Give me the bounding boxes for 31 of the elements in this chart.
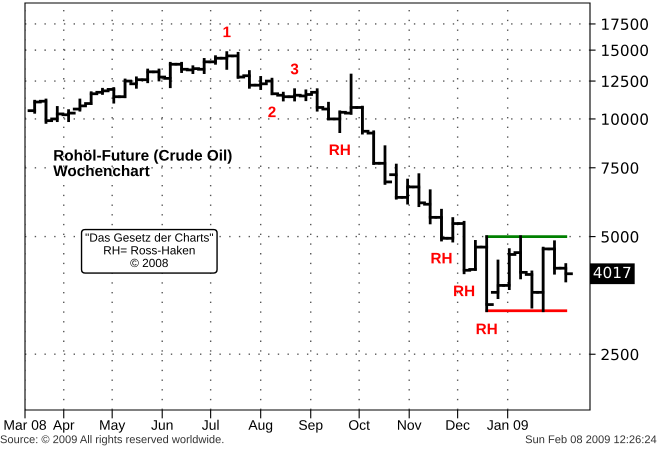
annotation: 4017 bbox=[594, 266, 630, 278]
x-tick-label: Mar 08 bbox=[4, 420, 46, 430]
y-tick-label: 2500 bbox=[602, 348, 638, 360]
x-tick-label: Nov bbox=[398, 420, 422, 430]
text: Rohöl-Future (Crude Oil) bbox=[54, 150, 232, 164]
x-tick-label: Jul bbox=[202, 420, 219, 430]
x-tick-label: Aug bbox=[248, 420, 272, 433]
annotation: 1 bbox=[224, 26, 231, 38]
annotation: 3 bbox=[290, 64, 298, 74]
annotation: RH bbox=[431, 252, 452, 264]
annotation: RH bbox=[476, 324, 497, 334]
text: Wochenchart bbox=[53, 164, 150, 176]
x-tick-label: May bbox=[100, 420, 126, 433]
annotation: 2 bbox=[268, 106, 276, 118]
y-tick-label: 12500 bbox=[602, 76, 648, 88]
x-tick-label: Jun bbox=[151, 420, 173, 430]
y-tick-label: 7500 bbox=[602, 162, 638, 174]
y-tick-label: 15000 bbox=[602, 44, 648, 56]
x-tick-label: Jan 09 bbox=[487, 420, 528, 430]
source-note: Source: © 2009 All rights reserved worldwide. bbox=[0, 435, 224, 446]
x-tick-label: Sep bbox=[299, 420, 323, 433]
annotation: RH bbox=[330, 144, 350, 156]
y-tick-label: 17500 bbox=[602, 18, 648, 30]
annotation: RH bbox=[454, 286, 474, 296]
x-tick-label: Dec bbox=[446, 420, 470, 430]
y-tick-label: 5000 bbox=[602, 231, 638, 243]
y-tick-label: 10000 bbox=[602, 113, 648, 125]
x-tick-label: Apr bbox=[52, 420, 74, 433]
text: Sun Feb 08 2009 12:26:24 bbox=[526, 435, 656, 444]
annotation: "Das Gesetz der Charts" RH= Ross-Haken © 2008 bbox=[86, 233, 214, 268]
x-tick-label: Oct bbox=[349, 420, 370, 430]
